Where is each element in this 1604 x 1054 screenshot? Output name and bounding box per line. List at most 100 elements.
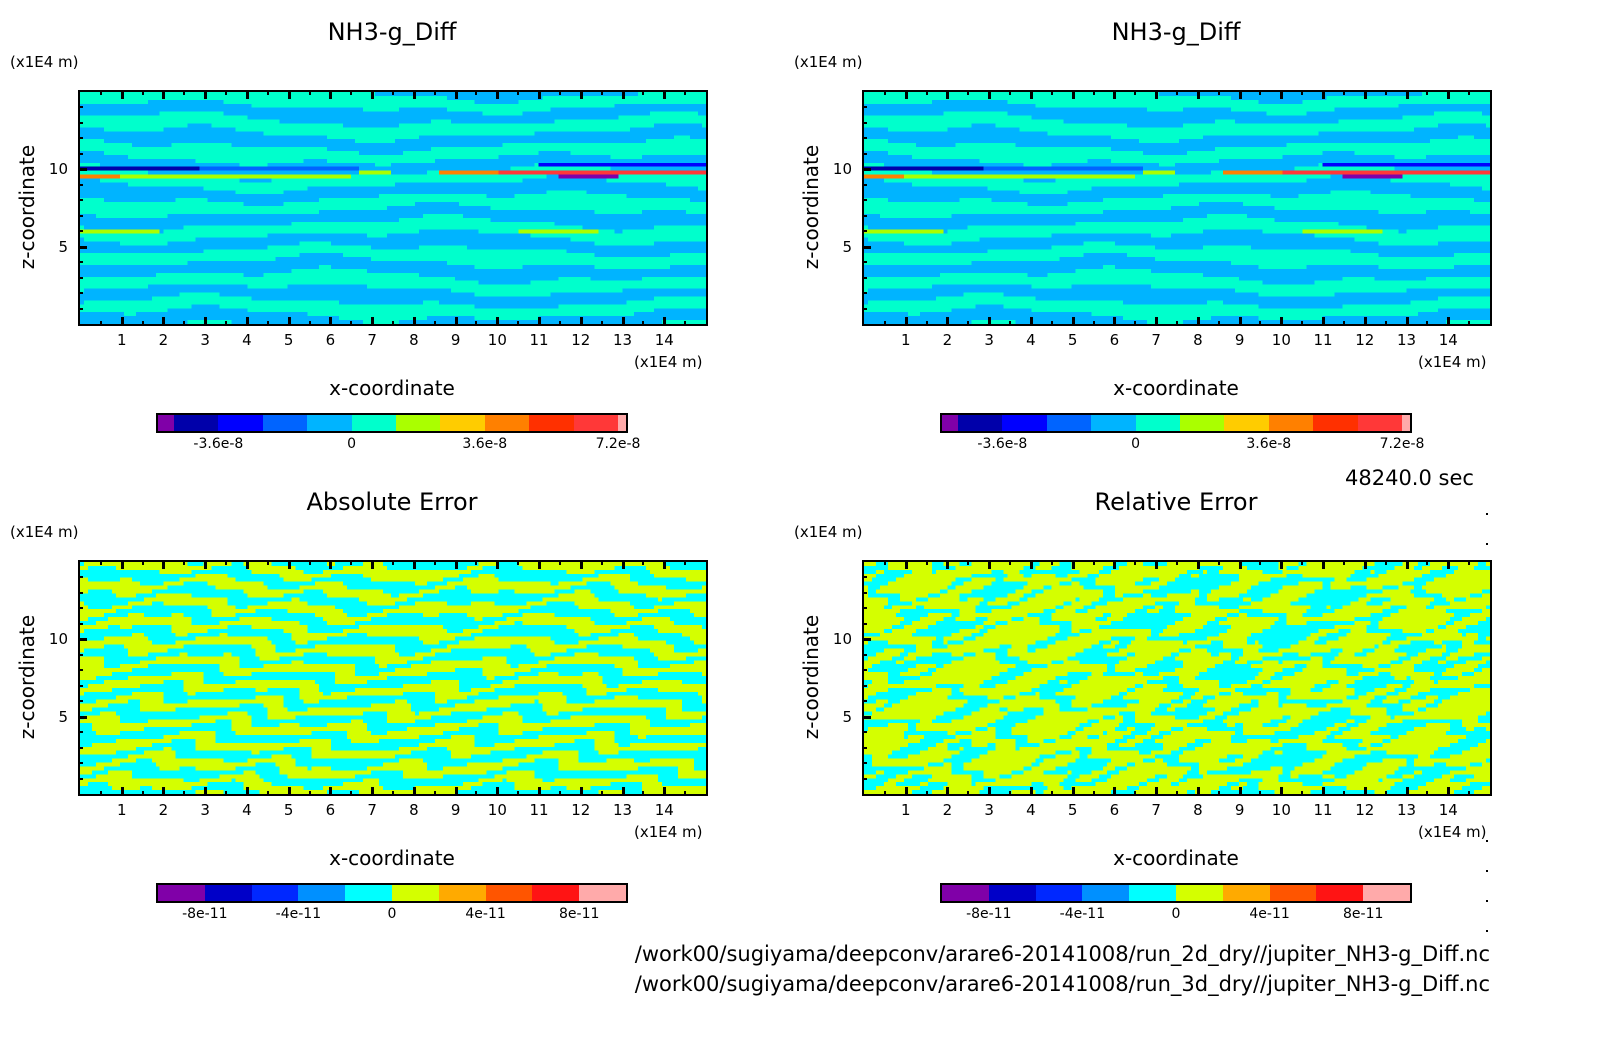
x-tick-label: 1: [116, 331, 127, 349]
x-tick-top: [392, 560, 394, 565]
x-tick-label: 14: [1438, 801, 1458, 819]
colorbar-label: -8e-11: [966, 906, 1012, 922]
dot-marker: [1486, 870, 1488, 872]
colorbar-segment: [1082, 885, 1130, 901]
x-tick-bottom: [1384, 791, 1387, 796]
x-tick-top: [1301, 560, 1304, 565]
x-tick-bottom: [329, 787, 333, 796]
y-tick: [78, 276, 83, 279]
x-tick-bottom: [287, 787, 291, 796]
x-tick-bottom: [558, 321, 561, 326]
x-tick-top: [1426, 90, 1429, 95]
x-tick-bottom: [621, 317, 625, 326]
colorbar: [940, 883, 1412, 903]
x-tick-bottom: [1196, 787, 1200, 796]
x-tick-label: 3: [984, 331, 994, 349]
x-tick-bottom: [1342, 791, 1345, 796]
y-tick: [78, 307, 83, 310]
x-tick-top: [1009, 90, 1012, 95]
x-tick-top: [329, 560, 333, 569]
colorbar-segment: [942, 885, 989, 901]
x-tick-top: [517, 90, 520, 95]
y-tick: [862, 746, 867, 749]
x-tick-top: [266, 560, 269, 565]
x-tick-bottom: [642, 321, 645, 326]
x-tick-bottom: [1196, 317, 1200, 326]
x-tick-top: [538, 90, 542, 99]
colorbar-segment: [345, 885, 392, 901]
x-tick-top: [412, 90, 416, 99]
x-tick-bottom: [1363, 317, 1367, 326]
x-tick-bottom: [1217, 321, 1220, 326]
x-tick-bottom: [1447, 317, 1451, 326]
colorbar-label: -4e-11: [275, 906, 322, 922]
y-tick: [862, 700, 867, 703]
x-tick-top: [558, 90, 561, 95]
x-tick-top: [204, 90, 208, 99]
x-tick-bottom: [1071, 317, 1075, 326]
y-tick: [862, 199, 867, 202]
x-tick-label: 4: [1026, 331, 1036, 349]
x-tick-label: 9: [1234, 801, 1245, 819]
colorbar-label: 0: [347, 436, 357, 452]
colorbar-label: 3.6e-8: [462, 436, 508, 452]
x-tick-top: [1155, 560, 1159, 569]
colorbar-segment: [1002, 415, 1047, 431]
x-tick-bottom: [663, 317, 667, 326]
x-tick-top: [266, 90, 269, 95]
x-tick-top: [883, 90, 886, 95]
x-tick-label: 8: [409, 331, 419, 349]
x-tick-bottom: [1176, 791, 1178, 796]
x-tick-top: [329, 90, 333, 99]
y-tick: [78, 607, 83, 610]
x-tick-label: 3: [200, 331, 210, 349]
dot-marker: [1486, 840, 1488, 842]
x-tick-label: 7: [367, 331, 377, 349]
colorbar-segment: [173, 415, 219, 431]
y-tick: [78, 230, 83, 233]
x-tick-top: [1259, 560, 1262, 565]
y-axis-label: z-coordinate: [15, 614, 39, 740]
x-tick-bottom: [1322, 317, 1326, 326]
x-tick-top: [1092, 90, 1095, 95]
x-tick-label: 3: [200, 801, 210, 819]
y-tick: [862, 762, 867, 765]
x-tick-top: [1342, 90, 1345, 95]
x-tick-top: [225, 560, 228, 565]
x-axis-label: x-coordinate: [1113, 846, 1239, 870]
x-tick-bottom: [538, 317, 542, 326]
x-tick-bottom: [517, 321, 520, 326]
x-tick-bottom: [475, 321, 478, 326]
y-tick: [862, 183, 867, 186]
x-tick-bottom: [600, 321, 603, 326]
x-tick-label: 10: [1271, 801, 1291, 819]
x-tick-bottom: [946, 787, 950, 796]
colorbar-segment: [532, 885, 580, 901]
x-tick-top: [1050, 90, 1053, 95]
colorbar-segment: [529, 415, 574, 431]
x-tick-bottom: [204, 317, 208, 326]
x-tick-bottom: [684, 321, 687, 326]
x-tick-bottom: [1238, 317, 1242, 326]
y-tick: [862, 684, 867, 687]
x-tick-top: [183, 560, 186, 565]
x-tick-bottom: [883, 321, 886, 326]
x-tick-top: [1447, 90, 1451, 99]
x-tick-bottom: [475, 791, 478, 796]
y-tick: [862, 276, 867, 279]
colorbar: [156, 883, 628, 903]
x-tick-bottom: [141, 321, 144, 326]
y-tick: [862, 152, 867, 155]
x-tick-top: [1280, 560, 1284, 569]
x-tick-top: [371, 560, 375, 569]
colorbar-segment: [351, 415, 396, 431]
y-tick: [862, 261, 867, 264]
x-tick-label: 14: [1438, 331, 1458, 349]
heatmap-plot-area: [78, 560, 708, 796]
x-tick-bottom: [1134, 321, 1137, 326]
x-tick-label: 1: [900, 331, 911, 349]
x-tick-bottom: [308, 791, 311, 796]
colorbar-segment: [1401, 415, 1410, 431]
y-tick-label: 10: [48, 630, 68, 649]
x-tick-bottom: [1322, 787, 1326, 796]
